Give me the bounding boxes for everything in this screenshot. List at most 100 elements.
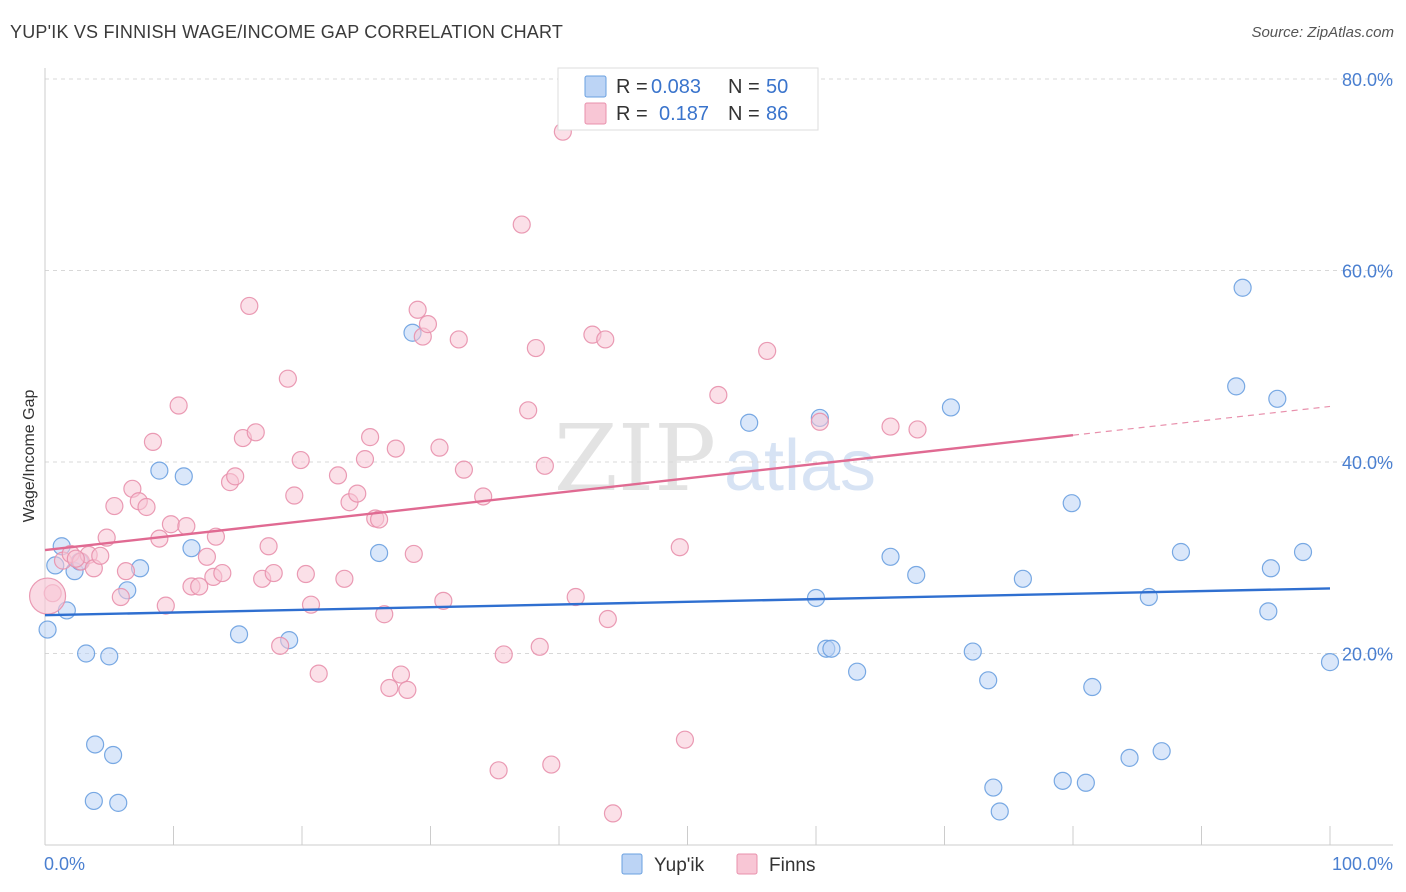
finns-point <box>197 547 217 566</box>
finns-point <box>881 417 900 436</box>
finns-point <box>348 484 367 503</box>
yupik-point <box>109 793 128 812</box>
yupik-point <box>150 461 169 480</box>
yupik-point <box>1171 542 1191 562</box>
finns-n-label: N = <box>728 103 760 125</box>
yupik-point <box>881 547 900 566</box>
yupik-point <box>1053 771 1072 790</box>
finns-point <box>449 330 468 349</box>
finns-point <box>430 438 449 457</box>
finns-point <box>259 537 278 556</box>
finns-point <box>246 423 265 442</box>
finns-point <box>156 596 175 615</box>
finns-r-label: R = <box>616 103 648 125</box>
chart-title: YUP'IK VS FINNISH WAGE/INCOME GAP CORREL… <box>10 22 564 42</box>
yupik-point <box>104 745 123 765</box>
finns-legend-swatch <box>584 102 607 125</box>
finns-point <box>512 215 531 234</box>
finns-point <box>603 804 623 823</box>
x-tick-label-100: 100.0% <box>1332 854 1393 874</box>
finns-point <box>361 428 380 447</box>
finns-point <box>404 544 423 564</box>
y-axis-title: Wage/Income Gap <box>21 390 38 523</box>
legend-finns-swatch <box>736 853 758 875</box>
finns-point <box>598 609 617 629</box>
yupik-point <box>822 639 841 658</box>
finns-point <box>489 761 508 780</box>
yupik-point <box>84 791 103 811</box>
y-tick-label-80: 80.0% <box>1342 70 1393 90</box>
finns-point <box>291 450 310 470</box>
finns-trend-extension <box>1072 405 1331 436</box>
finns-point <box>408 300 427 319</box>
yupik-point <box>1259 602 1278 621</box>
finns-point <box>380 678 399 698</box>
finns-point <box>91 546 110 565</box>
yupik-point <box>1013 569 1032 588</box>
yupik-point <box>86 735 105 754</box>
finns-point <box>709 385 728 405</box>
y-tick-label-20: 20.0% <box>1342 645 1393 665</box>
yupik-r-label: R = <box>616 76 648 98</box>
finns-point <box>758 341 777 361</box>
finns-point <box>309 664 328 683</box>
finns-point <box>566 587 585 607</box>
yupik-point <box>848 662 867 681</box>
x-tick-label-0: 0.0% <box>44 854 85 874</box>
y-tick-label-40: 40.0% <box>1342 453 1393 473</box>
finns-point <box>386 439 405 458</box>
yupik-point <box>1076 773 1095 792</box>
finns-r-value: 0.187 <box>659 103 709 125</box>
finns-point <box>375 605 394 624</box>
yupik-point <box>984 778 1003 797</box>
yupik-point <box>963 642 982 661</box>
legend-yupik-swatch <box>621 853 643 875</box>
finns-point <box>169 396 188 415</box>
yupik-point <box>38 620 57 639</box>
finns-point <box>296 564 315 584</box>
finns-point <box>285 486 304 505</box>
yupik-point <box>740 413 759 432</box>
finns-point <box>391 665 411 684</box>
finns-point <box>908 420 927 439</box>
yupik-point <box>941 398 961 417</box>
finns-point <box>328 466 348 485</box>
yupik-point <box>229 625 249 644</box>
finns-point <box>143 432 163 451</box>
watermark-zip: ZIP <box>554 405 716 512</box>
finns-point <box>240 296 259 316</box>
yupik-point <box>1120 748 1139 767</box>
yupik-point <box>77 644 96 663</box>
finns-point <box>519 401 538 420</box>
yupik-trend-line <box>44 587 1331 617</box>
finns-point <box>213 563 232 583</box>
yupik-point <box>1152 742 1171 761</box>
finns-point <box>670 538 689 557</box>
legend-finns-label: Finns <box>769 855 815 876</box>
finns-point <box>335 569 354 588</box>
yupik-point <box>1261 559 1280 578</box>
finns-point <box>675 730 695 749</box>
finns-point <box>137 497 156 517</box>
yupik-point <box>182 539 201 558</box>
finns-point <box>418 315 438 334</box>
finns-point <box>370 510 389 529</box>
yupik-point <box>1320 653 1340 672</box>
finns-point <box>526 338 545 358</box>
yupik-point <box>1293 542 1313 562</box>
y-tick-label-60: 60.0% <box>1342 262 1393 282</box>
finns-trend-line <box>44 433 1074 552</box>
finns-n-value: 86 <box>766 103 788 125</box>
yupik-point <box>1227 377 1246 396</box>
finns-point <box>355 450 375 469</box>
finns-point <box>810 412 829 431</box>
finns-point <box>111 587 130 607</box>
yupik-legend-swatch <box>584 75 607 98</box>
finns-point <box>530 637 549 656</box>
finns-point <box>434 591 453 610</box>
yupik-point <box>370 543 389 563</box>
finns-point <box>542 755 561 774</box>
finns-point <box>190 577 209 596</box>
yupik-r-value: 0.083 <box>651 76 701 98</box>
